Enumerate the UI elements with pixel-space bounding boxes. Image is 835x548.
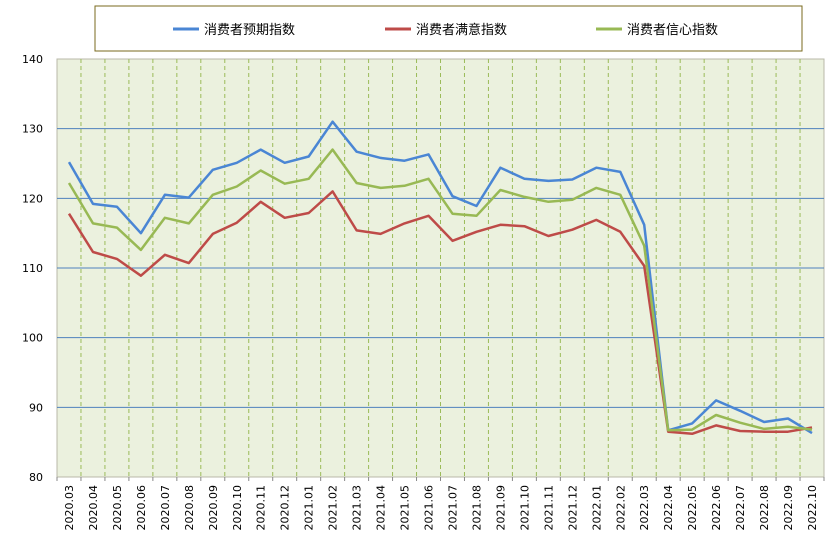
x-tick-label: 2020.08 [183,485,196,531]
x-tick-label: 2020.12 [279,485,292,531]
x-tick-label: 2021.10 [518,485,531,531]
x-tick-label: 2021.08 [470,485,483,531]
x-tick-label: 2022.07 [734,485,747,531]
x-tick-label: 2021.03 [351,485,364,531]
legend-label: 消费者信心指数 [627,23,718,38]
x-tick-label: 2022.06 [710,485,723,531]
legend-label: 消费者满意指数 [416,22,507,38]
x-tick-label: 2022.09 [782,485,795,531]
x-tick-label: 2020.03 [63,485,76,531]
y-tick-label: 80 [29,471,43,484]
y-tick-label: 100 [22,332,43,345]
x-tick-label: 2022.05 [686,485,699,531]
x-tick-label: 2020.11 [255,485,268,531]
x-tick-label: 2020.05 [111,485,124,531]
series-line [67,190,813,436]
x-tick-label: 2021.01 [303,485,316,531]
x-tick-label: 2022.01 [590,485,603,531]
x-axis-ticks: 2020.03 2020.04 2020.05 2020.06 2020.07 2020.… [56,477,825,531]
x-tick-label: 2021.11 [542,485,555,531]
x-tick-label: 2021.07 [446,485,459,531]
y-tick-label: 140 [22,53,43,66]
series-line [67,148,813,432]
x-tick-label: 2022.03 [638,485,651,531]
legend-label: 消费者预期指数 [204,23,295,38]
legend: 消费者预期指数 消费者满意指数 消费者信心指数 [94,5,803,52]
legend-frame [94,5,803,52]
x-tick-label: 2022.10 [806,485,819,531]
x-tick-label: 2020.06 [135,485,148,531]
x-tick-label: 2020.09 [207,485,220,531]
x-tick-label: 2022.04 [662,485,675,531]
x-tick-label: 2020.07 [159,485,172,531]
series-line [67,120,813,435]
y-tick-label: 90 [29,401,43,414]
y-tick-label: 110 [22,262,43,275]
x-tick-label: 2022.02 [614,485,627,531]
x-tick-label: 2022.08 [758,485,771,531]
x-tick-label: 2021.06 [423,485,436,531]
x-tick-label: 2021.04 [375,485,388,531]
y-tick-label: 130 [22,123,43,136]
x-tick-label: 2021.05 [399,485,412,531]
y-tick-label: 120 [22,192,43,205]
x-tick-label: 2021.12 [566,485,579,531]
y-axis-ticks: 80 90 100 110 120 130 140 [22,53,43,484]
series-lines [67,120,813,436]
x-tick-label: 2021.02 [327,485,340,531]
x-tick-label: 2021.09 [494,485,507,531]
x-tick-label: 2020.04 [87,485,100,531]
x-tick-label: 2020.10 [231,485,244,531]
